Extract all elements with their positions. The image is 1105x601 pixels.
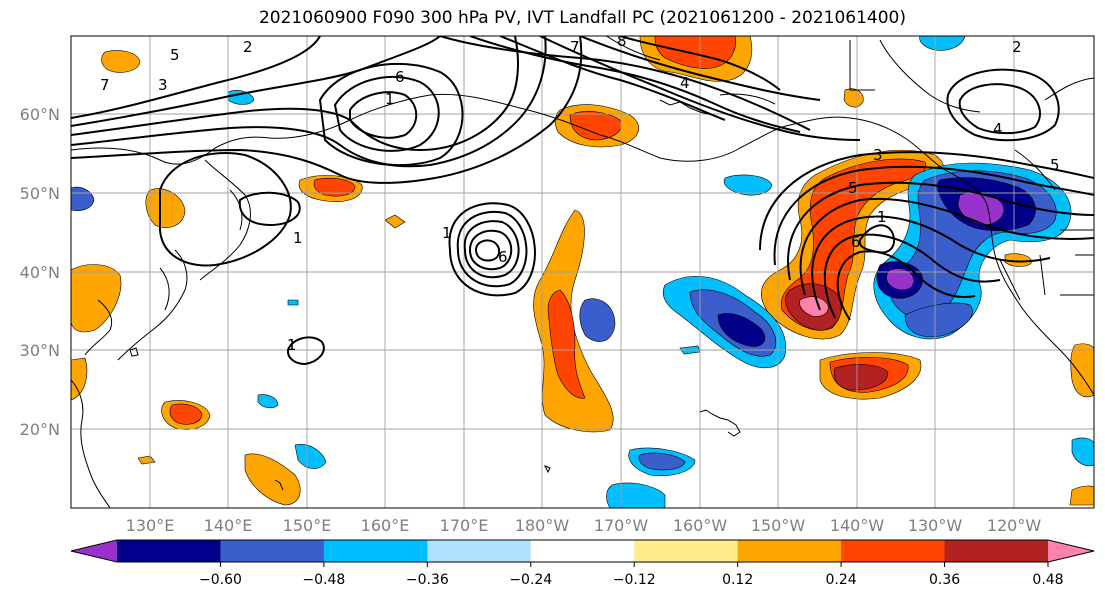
lon-label: 120°W <box>987 516 1042 535</box>
positive-anomaly-shape <box>843 88 864 108</box>
contour-label: 2 <box>1012 38 1022 56</box>
contour-label: 1 <box>385 90 395 108</box>
positive-anomaly-shape <box>313 177 356 197</box>
contour-label: 1 <box>293 229 303 247</box>
negative-anomaly-shape <box>227 90 255 105</box>
contour-label: 7 <box>570 38 580 56</box>
positive-anomaly-shape <box>169 403 203 425</box>
contour-label: 5 <box>170 46 180 64</box>
negative-anomaly-shape <box>638 452 686 471</box>
colorbar-tick-label: −0.36 <box>406 572 449 588</box>
contour-label: 6 <box>498 248 508 266</box>
contour-label: 5 <box>848 179 858 197</box>
lon-label: 140°E <box>204 516 253 535</box>
colorbar-segment <box>530 540 635 562</box>
colorbar-tick-label: 0.24 <box>826 572 857 588</box>
positive-anomaly-shape <box>137 455 156 465</box>
contour-label: 1 <box>877 208 887 226</box>
negative-anomaly-shape <box>723 174 773 196</box>
lon-label: 150°E <box>283 516 332 535</box>
colorbar-extend-min <box>71 540 117 562</box>
colorbar-segment <box>944 540 1049 562</box>
colorbar-tick-label: −0.12 <box>613 572 656 588</box>
positive-anomaly-shape <box>145 188 186 229</box>
colorbar-segment <box>220 540 325 562</box>
contour-label: 1 <box>442 224 452 242</box>
map-frame <box>70 35 1095 509</box>
positive-anomaly-shape <box>533 209 614 433</box>
contour-label: 7 <box>100 76 110 94</box>
contour-label: 2 <box>243 38 253 56</box>
negative-anomaly-shape <box>886 268 915 291</box>
lat-label: 60°N <box>20 105 60 124</box>
negative-anomaly-shape <box>257 394 279 409</box>
lon-label: 130°W <box>908 516 963 535</box>
colorbar-tick-label: −0.48 <box>302 572 345 588</box>
contour-label: 4 <box>993 120 1003 138</box>
contour-label: 8 <box>617 32 627 50</box>
negative-anomaly-shape <box>904 302 973 338</box>
positive-anomaly-shape <box>569 111 622 141</box>
positive-anomaly-shape <box>833 364 889 391</box>
negative-anomaly-shape <box>717 313 766 347</box>
longitude-labels: 130°E 140°E 150°E 160°E 170°E 180°W 170°… <box>126 516 1042 535</box>
contour-label: 3 <box>158 76 168 94</box>
colorbar-segment <box>117 540 221 562</box>
colorbar-extend-max <box>1048 540 1094 562</box>
lon-label: 160°E <box>361 516 410 535</box>
positive-anomaly-shape <box>101 50 141 73</box>
contour-label: 5 <box>1050 156 1060 174</box>
positive-anomaly-shape <box>1070 343 1094 398</box>
positive-anomaly-shape <box>244 453 301 506</box>
colorbar-outline <box>70 539 1095 563</box>
pv-contours <box>71 36 1094 366</box>
lon-label: 150°W <box>751 516 806 535</box>
contour-label: 1 <box>287 336 297 354</box>
contour-labels: 2 5 3 7 1 6 7 8 4 1 6 1 1 3 5 6 1 4 5 2 <box>100 32 1060 354</box>
lon-label: 130°E <box>126 516 175 535</box>
positive-anomaly-shape <box>654 36 736 69</box>
colorbar-segment <box>737 540 842 562</box>
contour-label: 6 <box>395 68 405 86</box>
lon-label: 170°W <box>594 516 649 535</box>
negative-anomaly-shape <box>1071 437 1094 467</box>
contour-label: 3 <box>873 146 883 164</box>
positive-anomaly-shape <box>1004 253 1033 267</box>
colorbar-tick-label: 0.12 <box>722 572 753 588</box>
colorbar: −0.60 −0.48 −0.36 −0.24 −0.12 0.12 0.24 0.36 0.4… <box>70 539 1095 588</box>
map-title: 2021060900 F090 300 hPa PV, IVT Landfall… <box>258 8 906 28</box>
negative-anomaly-shape <box>287 299 299 306</box>
colorbar-tick-label: −0.60 <box>199 572 242 588</box>
latitude-labels: 60°N 50°N 40°N 30°N 20°N <box>20 105 60 439</box>
lon-label: 180°W <box>515 516 570 535</box>
colorbar-tick-label: 0.36 <box>929 572 960 588</box>
positive-anomaly-shape <box>71 264 122 333</box>
colorbar-segment <box>841 540 946 562</box>
contour-label: 4 <box>680 74 690 92</box>
lat-label: 40°N <box>20 263 60 282</box>
lon-label: 140°W <box>830 516 885 535</box>
lon-label: 160°W <box>673 516 728 535</box>
lat-label: 50°N <box>20 184 60 203</box>
positive-anomaly-shape <box>1069 485 1094 506</box>
positive-anomaly-shape <box>547 289 586 399</box>
contour-label: 6 <box>851 233 861 251</box>
lat-label: 30°N <box>20 341 60 360</box>
colorbar-segment <box>427 540 532 562</box>
colorbar-tick-label: 0.48 <box>1032 572 1063 588</box>
negative-anomaly-shape <box>579 298 616 342</box>
colorbar-segment <box>323 540 428 562</box>
lon-label: 170°E <box>440 516 489 535</box>
lat-label: 20°N <box>20 420 60 439</box>
colorbar-segment <box>634 540 739 562</box>
positive-anomaly-shape <box>384 214 406 229</box>
colorbar-tick-label: −0.24 <box>509 572 552 588</box>
